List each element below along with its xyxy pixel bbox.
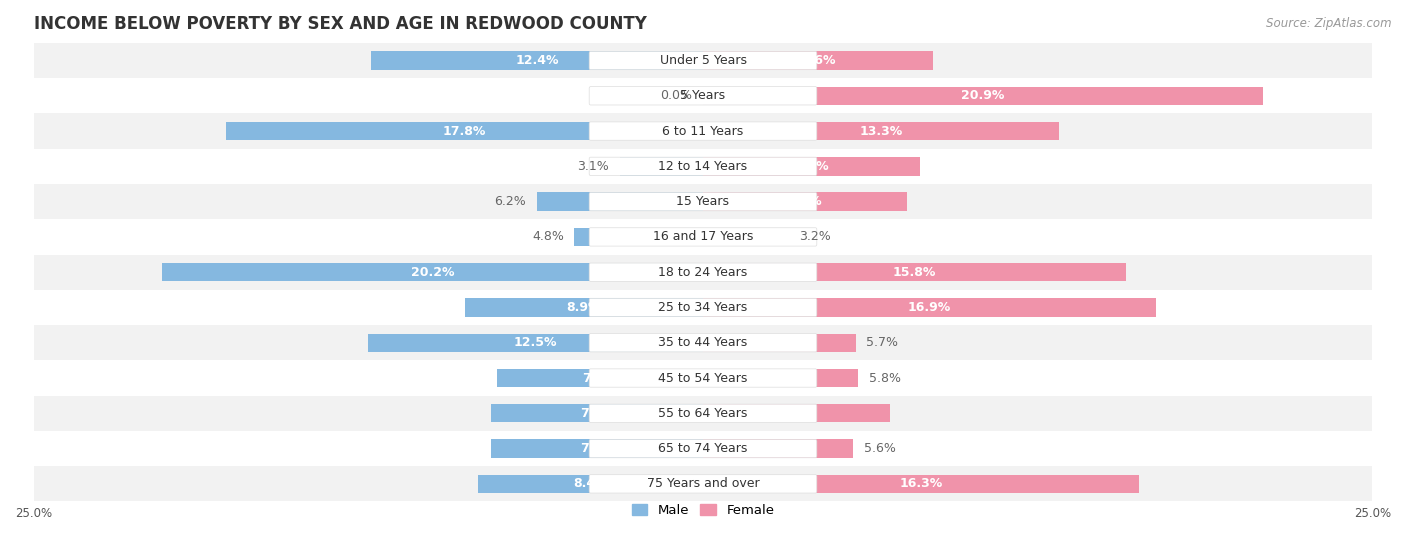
Text: 17.8%: 17.8% bbox=[443, 124, 486, 138]
Text: 5.6%: 5.6% bbox=[863, 442, 896, 455]
FancyBboxPatch shape bbox=[589, 299, 817, 316]
Bar bbox=[703, 299, 1156, 316]
FancyBboxPatch shape bbox=[589, 439, 817, 458]
Bar bbox=[492, 404, 703, 422]
Bar bbox=[34, 290, 1372, 325]
Text: 20.9%: 20.9% bbox=[962, 89, 1004, 102]
Bar bbox=[162, 263, 703, 281]
Bar bbox=[34, 431, 1372, 466]
Bar bbox=[34, 396, 1372, 431]
Text: 35 to 44 Years: 35 to 44 Years bbox=[658, 336, 748, 349]
Text: Source: ZipAtlas.com: Source: ZipAtlas.com bbox=[1267, 17, 1392, 30]
Text: 20.2%: 20.2% bbox=[411, 266, 454, 278]
Text: 5 Years: 5 Years bbox=[681, 89, 725, 102]
Bar bbox=[226, 122, 703, 140]
Text: 65 to 74 Years: 65 to 74 Years bbox=[658, 442, 748, 455]
Bar bbox=[34, 219, 1372, 254]
Text: 16.3%: 16.3% bbox=[900, 477, 943, 490]
Text: 7.9%: 7.9% bbox=[579, 407, 614, 420]
Text: 6.2%: 6.2% bbox=[495, 195, 526, 208]
Text: 16 and 17 Years: 16 and 17 Years bbox=[652, 230, 754, 243]
Text: 3.2%: 3.2% bbox=[800, 230, 831, 243]
Bar bbox=[492, 439, 703, 458]
Text: 15 Years: 15 Years bbox=[676, 195, 730, 208]
Bar bbox=[703, 334, 856, 352]
Text: 8.9%: 8.9% bbox=[567, 301, 602, 314]
Text: 4.8%: 4.8% bbox=[531, 230, 564, 243]
Text: 7.0%: 7.0% bbox=[779, 407, 814, 420]
Bar bbox=[703, 475, 1139, 493]
Bar bbox=[478, 475, 703, 493]
Text: 75 Years and over: 75 Years and over bbox=[647, 477, 759, 490]
FancyBboxPatch shape bbox=[589, 404, 817, 422]
Bar bbox=[34, 254, 1372, 290]
Bar bbox=[620, 157, 703, 176]
Bar bbox=[703, 369, 858, 387]
Bar bbox=[34, 149, 1372, 184]
FancyBboxPatch shape bbox=[589, 86, 817, 105]
Bar bbox=[703, 157, 920, 176]
Bar bbox=[34, 184, 1372, 219]
Text: INCOME BELOW POVERTY BY SEX AND AGE IN REDWOOD COUNTY: INCOME BELOW POVERTY BY SEX AND AGE IN R… bbox=[34, 15, 647, 33]
Text: 7.7%: 7.7% bbox=[582, 372, 617, 384]
Text: 13.3%: 13.3% bbox=[859, 124, 903, 138]
Bar bbox=[496, 369, 703, 387]
Bar bbox=[575, 228, 703, 246]
Bar bbox=[703, 404, 890, 422]
Text: 5.7%: 5.7% bbox=[866, 336, 898, 349]
FancyBboxPatch shape bbox=[589, 157, 817, 176]
Text: 8.4%: 8.4% bbox=[574, 477, 607, 490]
Bar bbox=[34, 78, 1372, 113]
Bar bbox=[34, 325, 1372, 360]
Bar bbox=[464, 299, 703, 316]
Legend: Male, Female: Male, Female bbox=[626, 499, 780, 522]
Bar bbox=[703, 51, 934, 70]
Bar bbox=[703, 193, 907, 211]
Bar bbox=[34, 113, 1372, 149]
Bar bbox=[371, 51, 703, 70]
Text: 16.9%: 16.9% bbox=[908, 301, 950, 314]
Bar bbox=[703, 439, 853, 458]
Text: 7.9%: 7.9% bbox=[579, 442, 614, 455]
Text: 18 to 24 Years: 18 to 24 Years bbox=[658, 266, 748, 278]
Text: 45 to 54 Years: 45 to 54 Years bbox=[658, 372, 748, 384]
FancyBboxPatch shape bbox=[589, 228, 817, 246]
Text: 12 to 14 Years: 12 to 14 Years bbox=[658, 160, 748, 173]
FancyBboxPatch shape bbox=[589, 263, 817, 281]
Text: 25 to 34 Years: 25 to 34 Years bbox=[658, 301, 748, 314]
Bar bbox=[34, 360, 1372, 396]
Text: 6 to 11 Years: 6 to 11 Years bbox=[662, 124, 744, 138]
FancyBboxPatch shape bbox=[589, 51, 817, 70]
Text: 0.0%: 0.0% bbox=[661, 89, 692, 102]
Bar bbox=[537, 193, 703, 211]
FancyBboxPatch shape bbox=[589, 193, 817, 211]
Bar bbox=[703, 122, 1059, 140]
FancyBboxPatch shape bbox=[589, 475, 817, 493]
FancyBboxPatch shape bbox=[589, 122, 817, 140]
Text: 12.4%: 12.4% bbox=[515, 54, 558, 67]
Text: 8.1%: 8.1% bbox=[794, 160, 828, 173]
Text: 55 to 64 Years: 55 to 64 Years bbox=[658, 407, 748, 420]
Text: Under 5 Years: Under 5 Years bbox=[659, 54, 747, 67]
Bar bbox=[34, 43, 1372, 78]
Bar bbox=[703, 228, 789, 246]
Text: 15.8%: 15.8% bbox=[893, 266, 936, 278]
Text: 7.6%: 7.6% bbox=[787, 195, 823, 208]
FancyBboxPatch shape bbox=[589, 334, 817, 352]
Bar bbox=[703, 263, 1126, 281]
Text: 5.8%: 5.8% bbox=[869, 372, 901, 384]
Text: 8.6%: 8.6% bbox=[801, 54, 835, 67]
FancyBboxPatch shape bbox=[589, 369, 817, 387]
Bar bbox=[703, 86, 1263, 105]
Bar bbox=[34, 466, 1372, 502]
Text: 12.5%: 12.5% bbox=[513, 336, 557, 349]
Bar bbox=[368, 334, 703, 352]
Text: 3.1%: 3.1% bbox=[578, 160, 609, 173]
